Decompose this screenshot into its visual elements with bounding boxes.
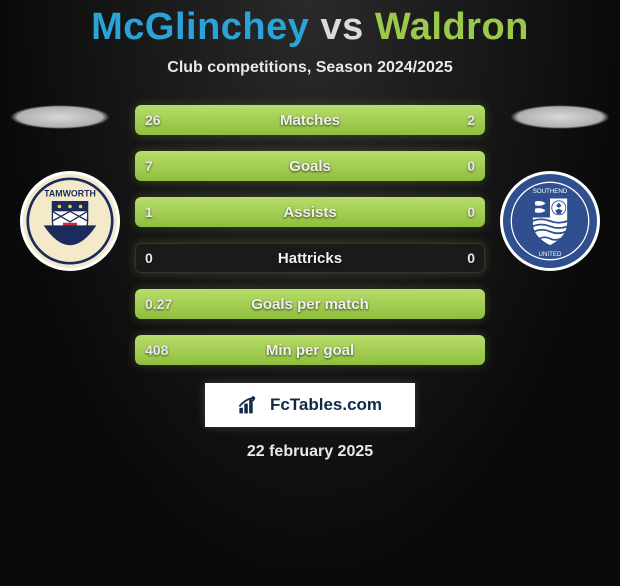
- player1-shadow: [10, 105, 110, 129]
- svg-text:UNITED: UNITED: [539, 251, 562, 258]
- player1-name: McGlinchey: [91, 6, 309, 48]
- stat-bar: 262Matches: [135, 105, 485, 135]
- player2-shadow: [510, 105, 610, 129]
- player1-club-crest: TAMWORTH FOOTBALL CLUB: [20, 171, 120, 271]
- stat-bar: 408Min per goal: [135, 335, 485, 365]
- stat-bar: 10Assists: [135, 197, 485, 227]
- svg-text:TAMWORTH: TAMWORTH: [44, 188, 96, 198]
- vs-label: vs: [320, 6, 363, 48]
- fctables-logo-icon: [238, 395, 266, 415]
- tamworth-crest-icon: TAMWORTH FOOTBALL CLUB: [26, 177, 114, 265]
- player2-club-crest: SOUTHEND UNITED: [500, 171, 600, 271]
- stat-label: Goals: [135, 151, 485, 181]
- stat-bar: 70Goals: [135, 151, 485, 181]
- stat-bars: 262Matches 70Goals 10Assists 00Hattricks 0.2…: [135, 105, 485, 365]
- comparison-arena: TAMWORTH FOOTBALL CLUB SOUTHEND UNITED: [0, 105, 620, 365]
- svg-text:FOOTBALL CLUB: FOOTBALL CLUB: [44, 247, 97, 254]
- comparison-title: McGlinchey vs Waldron: [0, 6, 620, 49]
- brand-text: FcTables.com: [270, 395, 382, 415]
- stat-label: Assists: [135, 197, 485, 227]
- stat-label: Matches: [135, 105, 485, 135]
- stat-bar: 0.27Goals per match: [135, 289, 485, 319]
- stat-label: Min per goal: [135, 335, 485, 365]
- southend-crest-icon: SOUTHEND UNITED: [506, 177, 594, 265]
- stat-bar: 00Hattricks: [135, 243, 485, 273]
- stat-label: Hattricks: [135, 243, 485, 273]
- player2-name: Waldron: [375, 6, 529, 48]
- date-label: 22 february 2025: [0, 443, 620, 461]
- stat-label: Goals per match: [135, 289, 485, 319]
- svg-text:SOUTHEND: SOUTHEND: [533, 188, 568, 195]
- brand-badge: FcTables.com: [205, 383, 415, 427]
- subtitle: Club competitions, Season 2024/2025: [0, 59, 620, 77]
